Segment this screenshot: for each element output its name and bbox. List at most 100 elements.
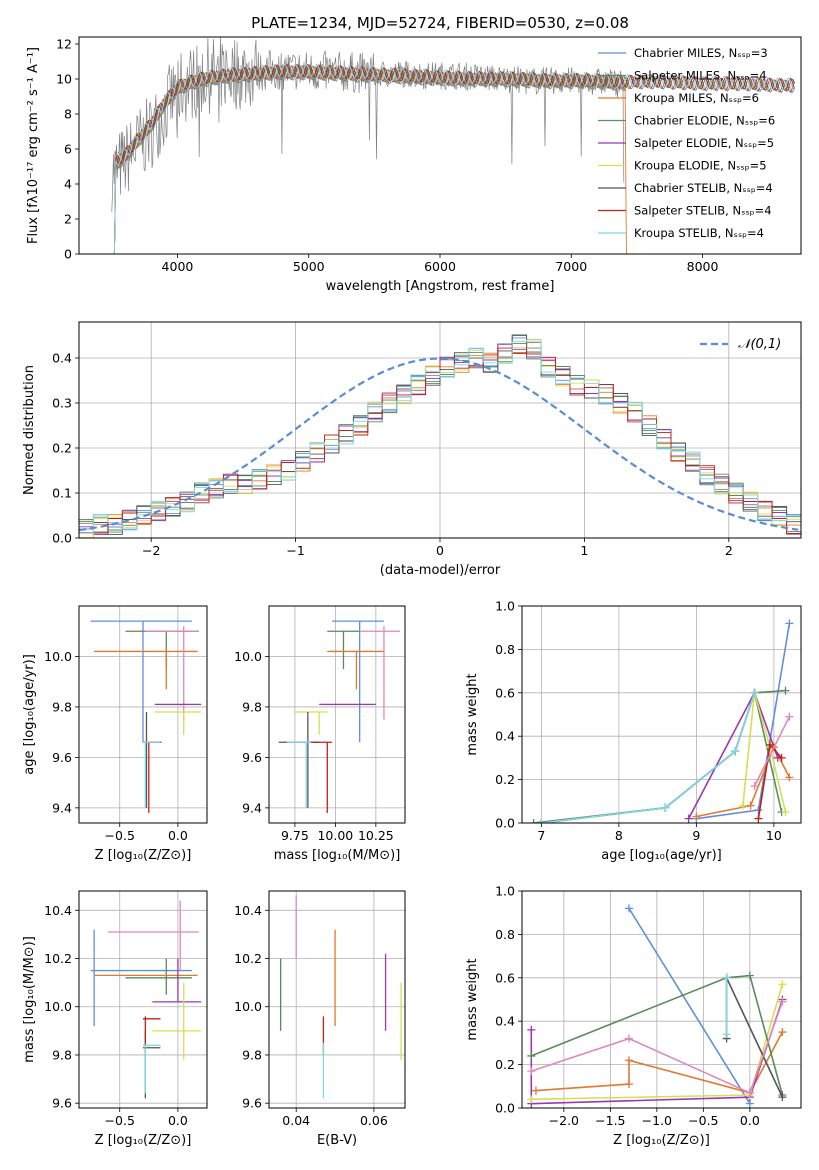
mass-weight-marker (781, 808, 790, 817)
mass-vs-Z-ytick-label: 10.4 (44, 903, 72, 918)
mass-weight-marker (684, 814, 693, 823)
mass-vs-Z-ytick-label: 10.2 (44, 951, 72, 966)
mass-weight-marker (527, 1067, 536, 1076)
residuals-plot-area (79, 334, 801, 538)
gaussian-legend-label: 𝒩(0,1) (738, 337, 781, 352)
mass-vs-ebv-ytick-label: 10.0 (234, 999, 262, 1014)
legend-label: Kroupa ELODIE, Nₛₛₚ=5 (634, 159, 767, 173)
mass-weight-vs-Z-ytick-label: 0.0 (495, 1101, 515, 1116)
mass-weight-marker (527, 1025, 536, 1034)
residuals-frame (78, 321, 802, 539)
mass-vs-Z-axes: −0.5 0.0 9.6 9.8 10.0 10.2 10.4 Z [log₁₀(Z/Z⊙)]… (22, 891, 207, 1148)
spectrum-frame (78, 36, 802, 255)
mass-weight-vs-Z-xlabel: Z [log₁₀(Z/Z⊙)] (613, 1133, 710, 1148)
mass-weight-marker (785, 619, 794, 628)
mass-weight-vs-age-ytick-label: 0.2 (495, 772, 515, 787)
age-vs-mass-plot-area (278, 620, 401, 813)
mass-weight-marker (778, 980, 787, 989)
spectrum-model-line (111, 63, 795, 254)
mass-weight-marker (750, 782, 759, 791)
mass-weight-marker (624, 904, 633, 913)
mass-weight-marker (777, 753, 786, 762)
mass-weight-vs-Z-ytick-label: 0.8 (495, 927, 515, 942)
spectrum-xlabel: wavelength [Angstrom, rest frame] (326, 279, 555, 294)
age-vs-mass-ytick-label: 9.4 (242, 800, 262, 815)
residuals-ytick-label: 0.3 (52, 396, 72, 411)
age-vs-mass-frame (268, 605, 406, 824)
residuals-axes: −2 −1 0 1 2 0.0 0.1 0.2 0.3 0.4 (data-model)/error… (22, 322, 801, 578)
mass-weight-vs-age-ylabel: mass weight (465, 673, 480, 755)
legend-label: Chabrier MILES, Nₛₛₚ=3 (634, 46, 768, 60)
mass-weight-vs-age-ytick-label: 0.4 (495, 729, 515, 744)
mass-weight-vs-age-xtick-label: 10 (766, 828, 782, 843)
mass-weight-line (696, 745, 791, 818)
age-vs-mass-ytick-label: 9.6 (242, 750, 262, 765)
mass-weight-line (541, 692, 756, 823)
mass-weight-vs-age-xtick-label: 9 (692, 828, 700, 843)
mass-vs-ebv-plot-area (280, 895, 402, 1099)
mass-weight-vs-age-xlabel: age [log₁₀(age/yr)] (601, 848, 722, 863)
mass-weight-vs-age-plot-area (529, 619, 794, 823)
residuals-ytick-label: 0.4 (52, 351, 72, 366)
mass-weight-marker (745, 1088, 754, 1097)
spectrum-xtick-label: 5000 (293, 259, 325, 274)
residuals-ytick-label: 0.2 (52, 441, 72, 456)
mass-weight-vs-Z-plot-area (527, 904, 787, 1108)
spectrum-xtick-label: 8000 (687, 259, 719, 274)
age-vs-Z-plot-area (90, 620, 202, 813)
age-vs-mass-xlabel: mass [log₁₀(M/M⊙)] (274, 848, 401, 863)
age-vs-mass-ytick-label: 10.0 (234, 649, 262, 664)
mass-vs-ebv-xtick-label: 0.06 (360, 1113, 388, 1128)
residuals-ylabel: Normed distribution (22, 365, 37, 495)
mass-weight-marker (778, 997, 787, 1006)
mass-weight-vs-Z-xtick-label: −2.0 (549, 1113, 579, 1128)
mass-vs-Z-ytick-label: 10.0 (44, 999, 72, 1014)
residuals-ytick-label: 0.1 (52, 486, 72, 501)
mass-weight-marker (781, 686, 790, 695)
mass-vs-ebv-ytick-label: 9.6 (242, 1096, 262, 1111)
mass-weight-vs-Z-ytick-label: 0.4 (495, 1014, 515, 1029)
spectrum-ytick-label: 12 (56, 37, 72, 52)
spectrum-ytick-label: 4 (64, 177, 72, 192)
mass-weight-vs-age-ytick-label: 0.6 (495, 685, 515, 700)
mass-weight-marker (527, 1095, 536, 1104)
spectrum-data-line (111, 37, 625, 213)
spectrum-ytick-label: 2 (64, 212, 72, 227)
mass-weight-marker (722, 973, 731, 982)
mass-weight-line (541, 692, 756, 823)
mass-weight-vs-age-ytick-label: 0.8 (495, 642, 515, 657)
mass-weight-line (531, 974, 784, 1096)
mass-vs-Z-plot-area (90, 900, 202, 1099)
mass-weight-vs-Z-ytick-label: 0.6 (495, 970, 515, 985)
figure-title: PLATE=1234, MJD=52724, FIBERID=0530, z=0… (251, 14, 629, 32)
mass-weight-marker (754, 814, 763, 823)
spectrum-xtick-label: 6000 (424, 259, 456, 274)
mass-weight-line (687, 690, 779, 820)
mass-vs-Z-ytick-label: 9.8 (52, 1047, 72, 1062)
mass-weight-marker (692, 812, 701, 821)
age-vs-Z-xtick-label: 0.0 (168, 828, 188, 843)
mass-vs-ebv-ytick-label: 10.4 (234, 903, 262, 918)
mass-weight-marker (754, 805, 763, 814)
mass-weight-marker (531, 1086, 540, 1095)
residual-histogram-step (79, 347, 801, 534)
mass-weight-vs-Z-ylabel: mass weight (465, 958, 480, 1040)
mass-vs-ebv-ytick-label: 10.2 (234, 951, 262, 966)
mass-vs-Z-xtick-label: 0.0 (168, 1113, 188, 1128)
residuals-xtick-label: −1 (286, 543, 304, 558)
mass-weight-marker (785, 712, 794, 721)
age-vs-mass-ytick-label: 9.8 (242, 699, 262, 714)
mass-vs-ebv-ytick-label: 9.8 (242, 1047, 262, 1062)
spectrum-plot-area (111, 37, 795, 254)
residuals-xtick-label: −2 (142, 543, 160, 558)
mass-weight-marker (624, 1080, 633, 1089)
mass-weight-marker (750, 688, 759, 697)
age-vs-Z-axes: −0.5 0.0 9.4 9.6 9.8 10.0 Z [log₁₀(Z/Z⊙)] age [… (22, 606, 207, 863)
mass-weight-line (628, 907, 751, 1105)
mass-weight-marker (731, 747, 740, 756)
mass-vs-Z-xlabel: Z [log₁₀(Z/Z⊙)] (95, 1133, 192, 1148)
mass-vs-ebv-xlabel: E(B-V) (317, 1133, 357, 1148)
age-vs-Z-frame (78, 605, 208, 824)
mass-weight-vs-age-xtick-label: 7 (537, 828, 545, 843)
